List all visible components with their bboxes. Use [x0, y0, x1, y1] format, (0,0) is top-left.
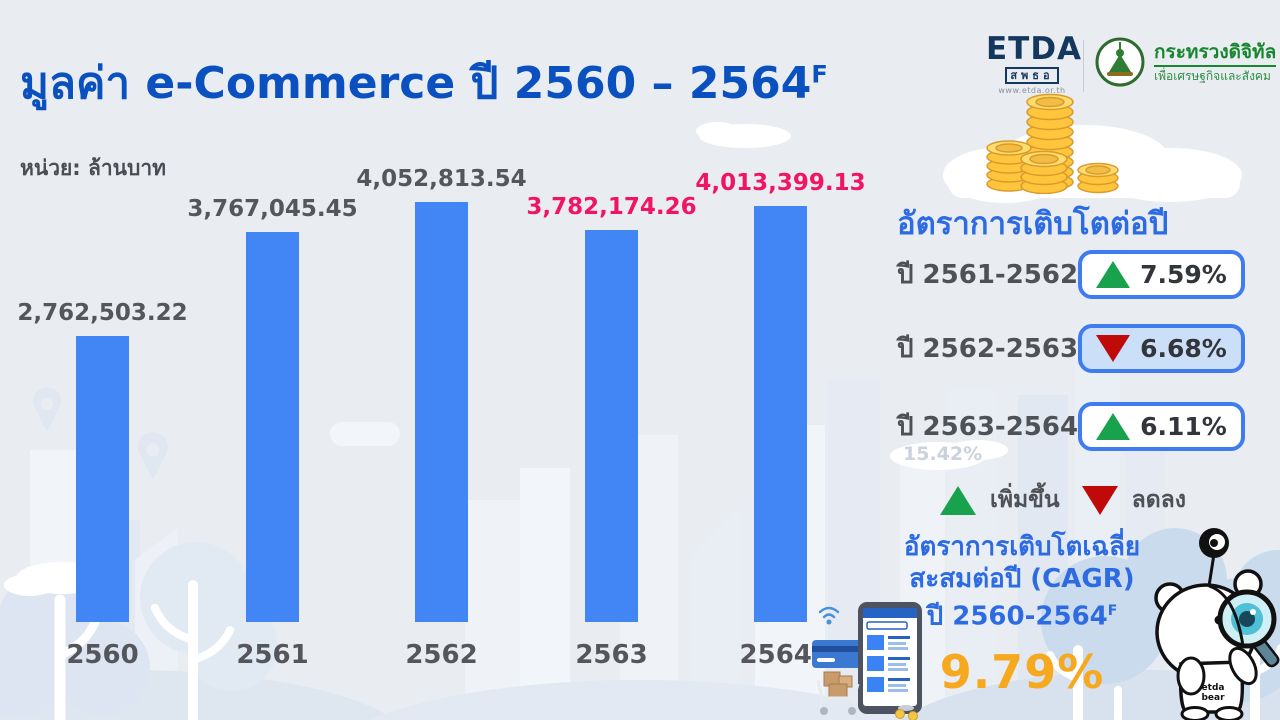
growth-watermark: 15.42% — [903, 443, 983, 465]
unit-label: หน่วย: ล้านบาท — [20, 156, 166, 180]
growth-row: ปี 2561-2562 7.59% — [897, 250, 1245, 299]
legend-up-label: เพิ่มขึ้น — [990, 487, 1060, 513]
bar-2561 — [246, 232, 299, 622]
growth-rate-box: 7.59% — [1078, 250, 1245, 299]
bar-value-label: 3,767,045.45 — [187, 196, 358, 222]
down-arrow-icon — [1081, 485, 1118, 515]
up-arrow-icon — [1096, 261, 1131, 288]
cagr-line3: ปี 2560-2564F — [926, 601, 1118, 632]
mascot-label-line1: etda — [1202, 683, 1225, 693]
etda-abbr: สพธอ — [1005, 67, 1059, 84]
etda-logo: ETDA สพธอ www.etda.or.th — [986, 31, 1083, 96]
up-arrow-icon — [940, 485, 976, 515]
etda-logo-text: ETDA — [986, 31, 1083, 67]
bar-2560 — [76, 336, 129, 622]
growth-rate-box: 6.68% — [1078, 324, 1245, 373]
bar-2564F — [754, 206, 807, 622]
growth-row-label: ปี 2563-2564 — [897, 412, 1079, 442]
ministry-subtitle: เพื่อเศรษฐกิจและสังคม — [1154, 68, 1271, 83]
mascot-label-line2: bear — [1201, 693, 1225, 703]
growth-rate-value: 7.59% — [1140, 260, 1227, 289]
etda-url-text: www.etda.or.th — [998, 86, 1066, 95]
bar-value-label: 4,052,813.54 — [356, 166, 527, 192]
growth-panel-heading: อัตราการเติบโตต่อปี — [897, 206, 1169, 242]
bar-2563 — [585, 230, 638, 622]
growth-legend: เพิ่มขึ้น ลดลง — [940, 482, 1194, 518]
ministry-logo: กระทรวงดิจิทัล เพื่อเศรษฐกิจและสังคม — [1094, 36, 1277, 88]
bar-value-label: 4,013,399.13 — [695, 170, 866, 196]
cagr-line1: อัตราการเติบโตเฉลี่ย — [903, 532, 1141, 562]
logo-divider — [1083, 40, 1084, 92]
ecommerce-phone-icon — [810, 596, 935, 720]
growth-row: ปี 2563-2564 6.11% — [897, 402, 1245, 451]
growth-row-label: ปี 2562-2563 — [897, 334, 1079, 364]
ministry-name: กระทรวงดิจิทัล — [1154, 42, 1277, 67]
growth-row: ปี 2562-2563 6.68% — [897, 324, 1245, 373]
up-arrow-icon — [1096, 413, 1131, 440]
bar-value-label: 2,762,503.22 — [17, 300, 188, 326]
legend-down-label: ลดลง — [1131, 487, 1186, 513]
bar-value-label: 3,782,174.26 — [526, 194, 697, 220]
page-title: มูลค่า e-Commerce ปี 2560 – 2564F — [20, 58, 828, 109]
bar-year-label: 2561 — [236, 640, 309, 670]
bar-2562 — [415, 202, 468, 622]
bar-year-label: 2560 — [66, 640, 139, 670]
growth-rate-value: 6.11% — [1140, 412, 1227, 441]
cagr-line2: สะสมต่อปี (CAGR) — [909, 564, 1135, 594]
growth-rate-box: 6.11% — [1078, 402, 1245, 451]
gold-coins-icon — [982, 86, 1132, 194]
growth-rate-value: 6.68% — [1140, 334, 1227, 363]
bar-year-label: 2563 — [575, 640, 648, 670]
cagr-value: 9.79% — [939, 644, 1105, 699]
ministry-emblem-icon — [1094, 36, 1146, 88]
down-arrow-icon — [1096, 335, 1131, 362]
cagr-block: อัตราการเติบโตเฉลี่ย สะสมต่อปี (CAGR) ปี… — [892, 531, 1152, 699]
bar-year-label: 2562 — [405, 640, 478, 670]
etda-bear-mascot: etda bear — [1143, 524, 1280, 720]
growth-row-label: ปี 2561-2562 — [897, 260, 1079, 290]
